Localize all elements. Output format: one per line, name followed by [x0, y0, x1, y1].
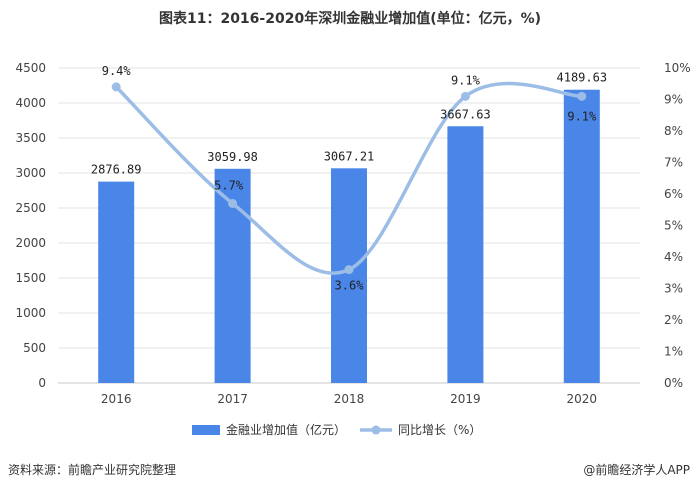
y-left-tick: 0	[38, 376, 46, 390]
x-tick-label: 2020	[567, 392, 598, 406]
bar	[331, 168, 367, 383]
legend-label-line: 同比增长（%）	[398, 423, 481, 437]
legend-marker-line	[371, 425, 381, 435]
x-tick-label: 2019	[450, 392, 481, 406]
line-value-label: 3.6%	[335, 279, 365, 293]
y-right-tick: 6%	[664, 187, 683, 201]
x-tick-label: 2017	[217, 392, 248, 406]
bar-value-label: 2876.89	[91, 163, 142, 177]
legend-label-bar: 金融业增加值（亿元）	[226, 422, 346, 437]
y-right-tick: 5%	[664, 219, 683, 233]
legend-swatch-bar	[192, 425, 220, 435]
line-point	[460, 91, 470, 101]
y-right-tick: 10%	[664, 61, 691, 75]
line-value-label: 9.1%	[567, 109, 597, 123]
line-value-label: 5.7%	[214, 178, 244, 192]
line-point	[228, 198, 238, 208]
y-left-tick: 2500	[15, 201, 46, 215]
y-right-tick: 2%	[664, 313, 683, 327]
credit-note: @前瞻经济学人APP	[583, 463, 690, 477]
line-point	[111, 82, 121, 92]
bar	[98, 181, 135, 383]
y-left-tick: 4500	[15, 61, 46, 75]
y-left-tick: 500	[23, 341, 46, 355]
bar	[563, 89, 600, 384]
y-right-tick: 0%	[664, 376, 683, 390]
x-tick-label: 2016	[101, 392, 132, 406]
bar	[447, 126, 484, 383]
line-point	[577, 91, 587, 101]
y-right-tick: 8%	[664, 124, 683, 138]
y-left-tick: 1000	[15, 306, 46, 320]
y-left-tick: 2000	[15, 236, 46, 250]
bar-value-label: 3067.21	[324, 149, 375, 163]
chart-title: 图表11：2016-2020年深圳金融业增加值(单位：亿元，%)	[158, 11, 542, 27]
bar-value-label: 3667.63	[440, 107, 491, 121]
y-right-tick: 3%	[664, 282, 683, 296]
y-left-tick: 3500	[15, 131, 46, 145]
y-right-tick: 4%	[664, 250, 683, 264]
y-left-tick: 1500	[15, 271, 46, 285]
bar-value-label: 3059.98	[207, 150, 258, 164]
y-left-tick: 3000	[15, 166, 46, 180]
y-right-tick: 1%	[664, 345, 683, 359]
line-value-label: 9.1%	[451, 73, 481, 87]
line-value-label: 9.4%	[102, 64, 132, 78]
line-point	[344, 265, 354, 275]
y-left-tick: 4000	[15, 96, 46, 110]
source-note: 资料来源：前瞻产业研究院整理	[8, 463, 177, 477]
bar-value-label: 4189.63	[557, 71, 608, 85]
y-right-tick: 9%	[664, 93, 683, 107]
y-right-tick: 7%	[664, 156, 683, 170]
x-tick-label: 2018	[334, 392, 365, 406]
